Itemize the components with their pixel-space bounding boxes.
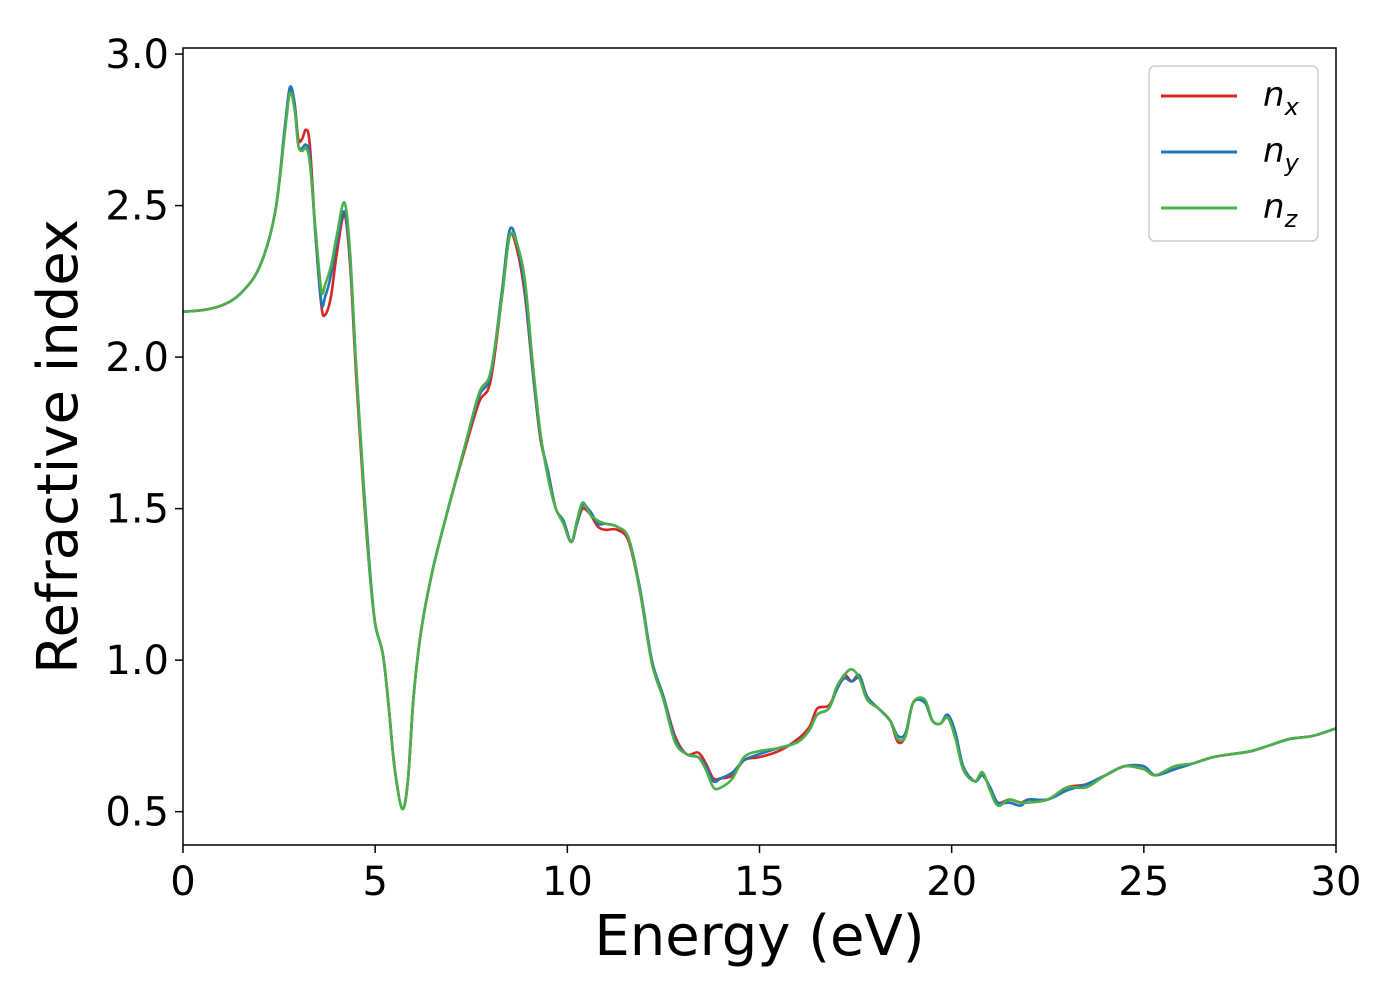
series-layer bbox=[183, 85, 1336, 811]
y-axis-label: Refractive index bbox=[26, 219, 91, 674]
ticks-layer: 0 5 10 15 20 25 30 0.5 1.0 1.5 2.0 2.5 3.0 bbox=[105, 32, 1361, 905]
y-tick-label: 1.5 bbox=[105, 487, 169, 533]
y-tick-label: 2.0 bbox=[105, 335, 169, 381]
x-tick-label: 10 bbox=[542, 859, 593, 905]
x-tick-label: 5 bbox=[362, 859, 387, 905]
x-tick-label: 30 bbox=[1311, 859, 1362, 905]
y-tick-label: 2.5 bbox=[105, 184, 169, 230]
x-tick-label: 20 bbox=[926, 859, 977, 905]
y-tick-label: 0.5 bbox=[105, 790, 169, 836]
x-tick-label: 25 bbox=[1118, 859, 1169, 905]
y-tick-label: 1.0 bbox=[105, 638, 169, 684]
y-tick-label: 3.0 bbox=[105, 32, 169, 78]
x-tick-label: 15 bbox=[734, 859, 785, 905]
x-axis-label: Energy (eV) bbox=[594, 904, 924, 969]
x-tick-label: 0 bbox=[170, 859, 195, 905]
series-line-z bbox=[183, 91, 1336, 811]
legend-label-x: nx bbox=[1263, 75, 1300, 121]
